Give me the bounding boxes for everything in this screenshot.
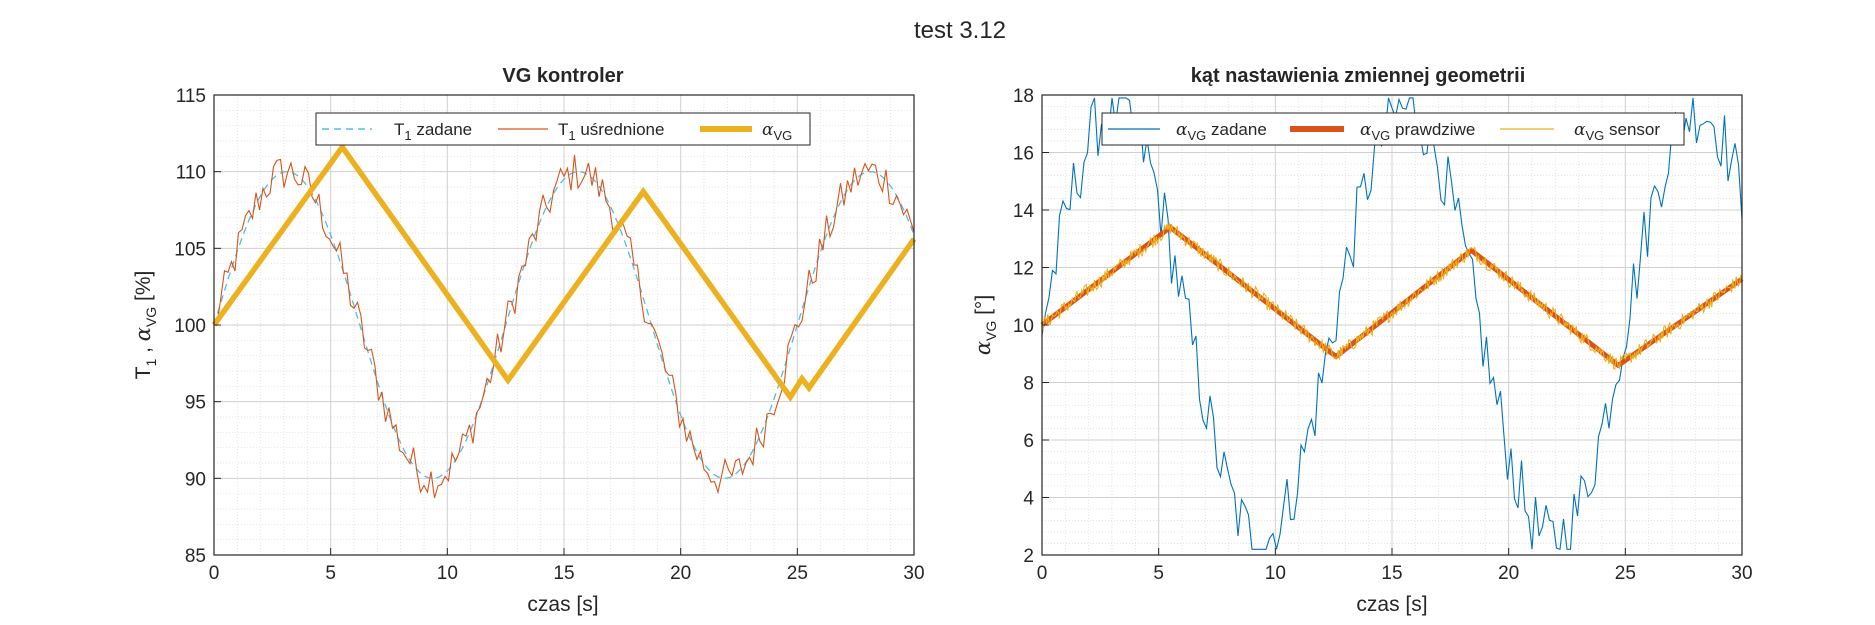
- y-tick-label: 110: [176, 163, 206, 184]
- y-tick-label: 16: [1013, 144, 1034, 165]
- chart-title: VG kontroler: [502, 65, 623, 87]
- chart-kat-nastawienia: kąt nastawienia zmiennej geometrii 0 5 10 1…: [971, 65, 1753, 616]
- x-tick-label: 5: [1153, 563, 1164, 584]
- y-tick-label: 8: [1023, 374, 1034, 395]
- x-tick-label: 25: [1615, 563, 1636, 584]
- legend-box: [1101, 112, 1685, 146]
- y-tick-label: 90: [185, 469, 206, 490]
- legend-label-alpha-vg: αVG: [762, 120, 792, 143]
- x-tick-label: 20: [1498, 563, 1519, 584]
- x-tick-label: 0: [209, 563, 220, 584]
- legend-label-alpha-zadane: αVG zadane: [1176, 120, 1267, 143]
- y-tick-label: 12: [1013, 259, 1034, 280]
- y-tick-label: 10: [1013, 316, 1034, 337]
- x-tick-label: 25: [787, 563, 808, 584]
- series-line-t1-usrednione: [213, 154, 915, 499]
- x-axis-label: czas [s]: [1356, 593, 1427, 616]
- y-tick-label: 6: [1023, 431, 1034, 452]
- y-tick-label: 2: [1023, 546, 1034, 567]
- y-tick-label: 100: [174, 316, 206, 337]
- series-line-t1-zadane: [213, 171, 915, 479]
- x-tick-label: 30: [1731, 563, 1752, 584]
- x-axis-label: czas [s]: [527, 593, 598, 616]
- legend-label-t1-zadane: T1 zadane: [394, 120, 472, 143]
- y-tick-label: 105: [174, 239, 206, 260]
- x-tick-label: 30: [903, 563, 924, 584]
- x-tick-label: 15: [1381, 563, 1402, 584]
- y-tick-label: 4: [1023, 489, 1034, 510]
- legend: T1 zadane T1 uśrednione αVG: [315, 112, 811, 146]
- y-tick-label: 14: [1013, 201, 1035, 222]
- x-tick-label: 10: [1265, 563, 1286, 584]
- y-tick-label: 85: [185, 546, 206, 567]
- x-tick-label: 5: [325, 563, 336, 584]
- legend-label-t1-usrednione: T1 uśrednione: [558, 120, 664, 143]
- x-tick-label: 10: [437, 563, 458, 584]
- x-tick-label: 20: [670, 563, 691, 584]
- series-line-alpha-vg: [211, 142, 917, 403]
- y-tick-label: 115: [176, 86, 206, 107]
- legend-label-alpha-prawdziwe: αVG prawdziwe: [1360, 120, 1475, 143]
- x-tick-label: 15: [553, 563, 574, 584]
- figure-title: test 3.12: [914, 17, 1006, 44]
- y-tick-label: 18: [1013, 86, 1034, 107]
- y-axis-label: αVG [°]: [971, 295, 999, 355]
- legend-label-alpha-sensor: αVG sensor: [1574, 120, 1660, 143]
- series-line-alpha-zadane: [1041, 97, 1743, 551]
- chart-vg-kontroler: VG kontroler 0 5 10 15 20 25 30 85 90 95 100 105 110…: [131, 65, 925, 616]
- y-axis-label: T1 , αVG [%]: [131, 271, 159, 380]
- series-line-alpha-sensor: [1041, 222, 1743, 370]
- chart-title: kąt nastawienia zmiennej geometrii: [1191, 65, 1526, 87]
- x-tick-label: 0: [1037, 563, 1048, 584]
- legend: αVG zadane αVG prawdziwe αVG sensor: [1101, 112, 1685, 146]
- y-tick-label: 95: [185, 393, 206, 414]
